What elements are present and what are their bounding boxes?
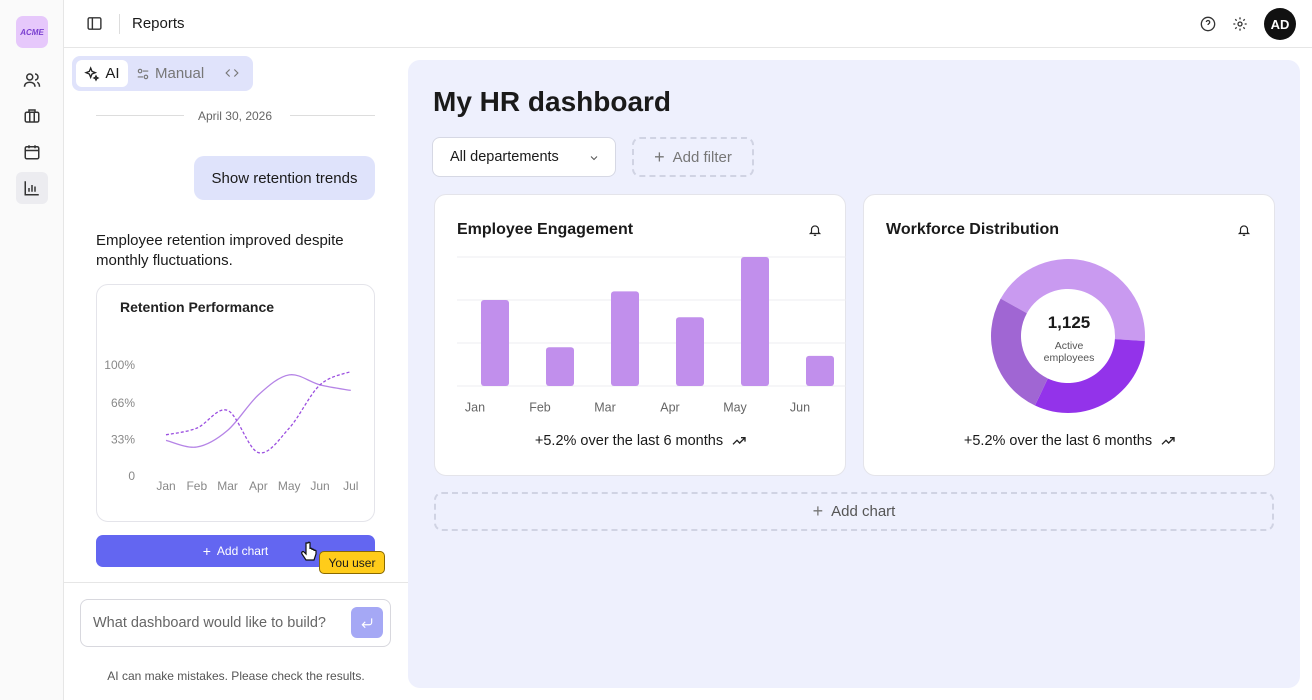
footnote-text: +5.2% over the last 6 months: [963, 433, 1153, 449]
calendar-icon[interactable]: [16, 136, 48, 168]
retention-card: Retention Performance: [96, 284, 375, 522]
tab-manual[interactable]: Manual: [136, 60, 216, 87]
logo[interactable]: ACME: [16, 16, 48, 48]
distribution-card: Workforce Distribution +5.2% over the la…: [863, 194, 1275, 476]
sidebar-toggle[interactable]: [86, 15, 103, 32]
bell-icon[interactable]: [1237, 223, 1251, 237]
ai-message: Employee retention improved despite mont…: [96, 232, 344, 269]
header: Reports: [64, 0, 1312, 48]
add-filter[interactable]: + Add filter: [632, 137, 754, 177]
tab-label: AI: [105, 65, 120, 82]
department-filter[interactable]: All departements: [432, 137, 616, 177]
filter-label: All departements: [450, 149, 559, 165]
chart-title: Employee Engagement: [457, 221, 634, 238]
donut-center-label: Active employees: [1043, 340, 1095, 364]
side-nav: ACME: [0, 0, 64, 700]
settings-icon[interactable]: [1232, 16, 1248, 32]
button-label: Add chart: [216, 544, 269, 558]
user-message: Show retention trends: [194, 156, 375, 200]
donut-center-value: 1,125: [1047, 313, 1091, 332]
date: April 30, 2026: [197, 109, 273, 123]
people-icon[interactable]: [16, 64, 48, 96]
footnote-text: +5.2% over the last 6 months: [534, 433, 724, 449]
tab-label: Manual: [155, 65, 205, 82]
help-icon[interactable]: [1200, 16, 1216, 32]
mode-tabs: AI Manual: [72, 56, 253, 91]
code-icon[interactable]: [224, 66, 240, 80]
chat-input[interactable]: What dashboard would like to build?: [80, 599, 391, 647]
page-title: Reports: [132, 15, 185, 32]
footnote: +5.2% over the last 6 months: [435, 433, 847, 449]
cursor-label: You user: [319, 551, 385, 574]
input-placeholder: What dashboard would like to build?: [93, 615, 326, 631]
divider: [119, 14, 120, 34]
avatar[interactable]: AD: [1264, 8, 1296, 40]
reports-icon[interactable]: [16, 172, 48, 204]
add-chart-slot[interactable]: + Add chart: [434, 492, 1274, 531]
dashboard-title: My HR dashboard: [433, 86, 672, 117]
add-filter-label: Add filter: [672, 148, 732, 166]
chart-title: Workforce Distribution: [886, 221, 1060, 238]
separator: [64, 582, 408, 583]
bell-icon[interactable]: [808, 223, 822, 237]
footnote: +5.2% over the last 6 months: [864, 433, 1276, 449]
engagement-card: Employee Engagement +5.2% over the last …: [434, 194, 846, 476]
chart-title: Retention Performance: [120, 299, 275, 315]
date-rule: [290, 115, 375, 116]
date-rule: [96, 115, 184, 116]
disclaimer: AI can make mistakes. Please check the r…: [107, 669, 365, 683]
add-chart-label: Add chart: [831, 503, 896, 520]
cursor: [301, 541, 317, 561]
briefcase-icon[interactable]: [16, 100, 48, 132]
send-button[interactable]: [351, 607, 383, 638]
tab-ai[interactable]: AI: [76, 60, 128, 87]
